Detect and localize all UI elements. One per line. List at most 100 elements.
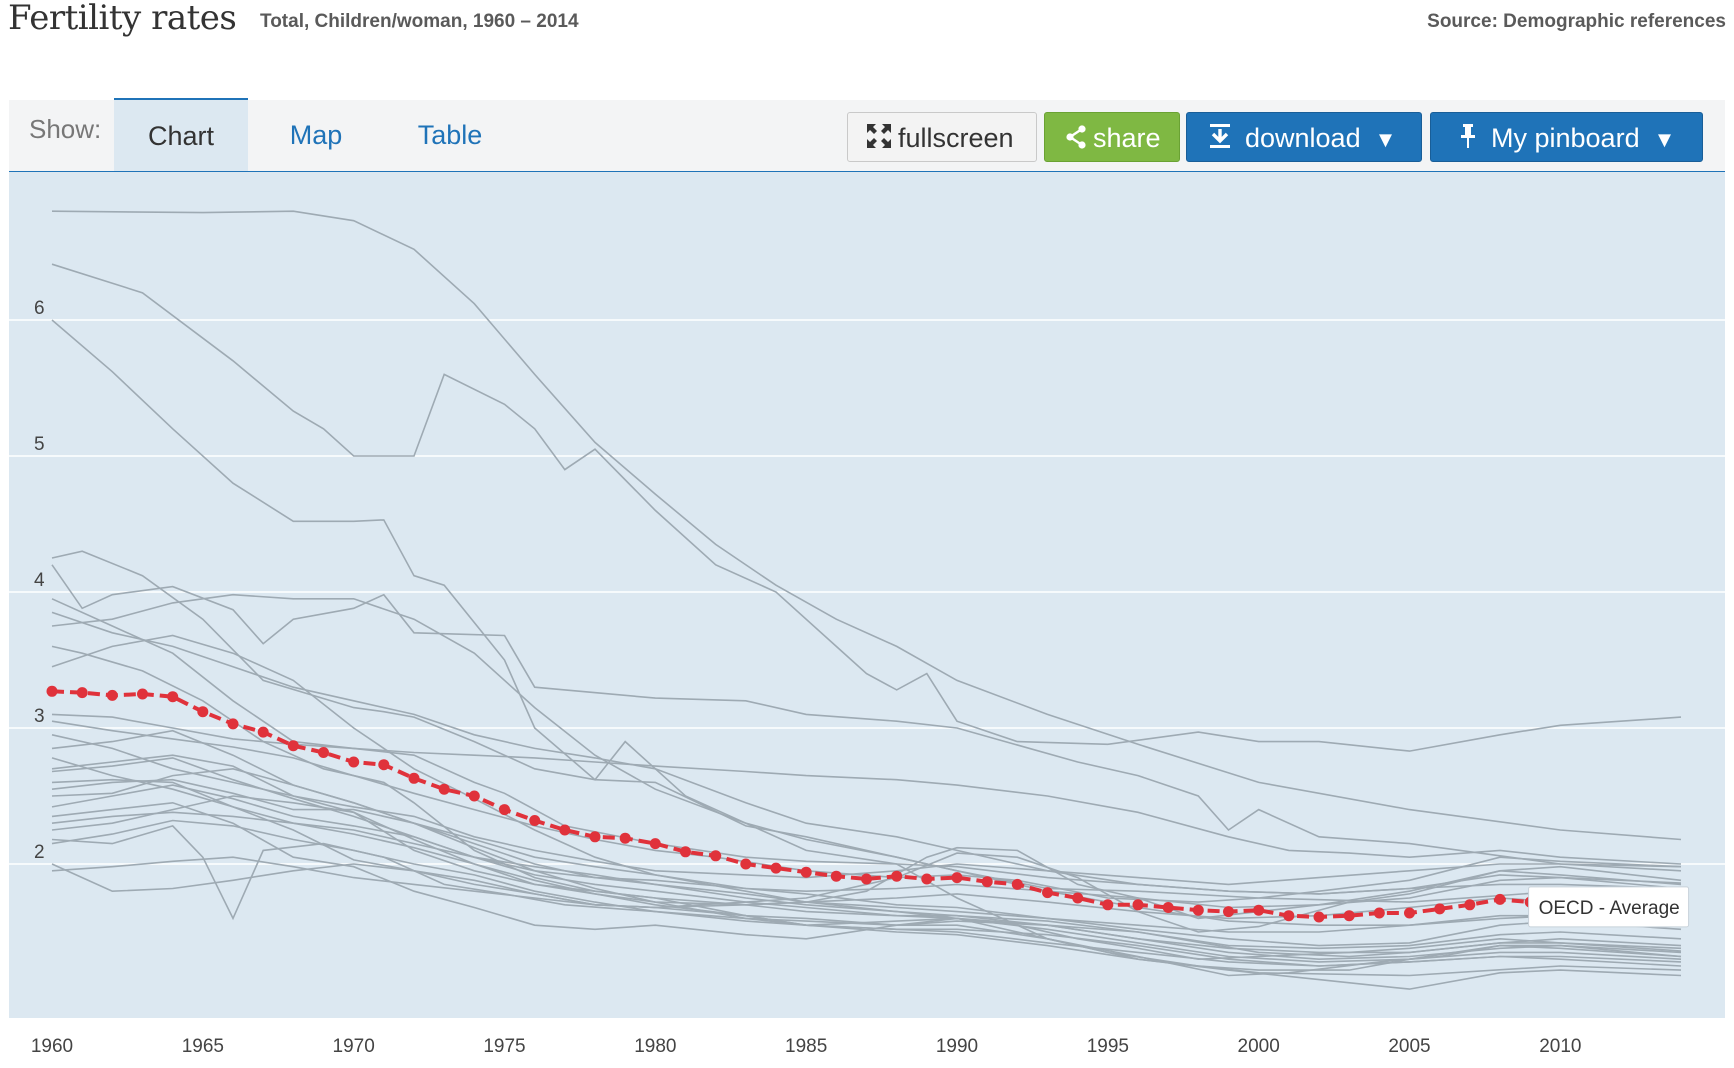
chevron-down-icon: ▼ <box>1374 127 1397 152</box>
x-tick-label: 1980 <box>634 1036 676 1057</box>
pinboard-button[interactable]: My pinboard ▼ <box>1430 112 1703 162</box>
oecd-average-point[interactable] <box>378 759 390 771</box>
country-series-line[interactable] <box>51 564 1682 868</box>
oecd-average-point[interactable] <box>318 747 329 758</box>
oecd-average-point[interactable] <box>529 815 541 826</box>
x-tick-label: 1975 <box>483 1036 525 1057</box>
pinboard-label: My pinboard <box>1491 123 1640 153</box>
expand-icon <box>866 115 892 165</box>
country-series-line[interactable] <box>51 784 1682 909</box>
oecd-average-point[interactable] <box>649 838 661 850</box>
oecd-average-point[interactable] <box>710 850 722 862</box>
oecd-average-point[interactable] <box>1162 902 1174 913</box>
highlight-series-label: OECD - Average <box>1528 886 1690 928</box>
country-series-line[interactable] <box>51 720 1682 903</box>
oecd-average-point[interactable] <box>227 718 239 730</box>
show-label: Show: <box>29 114 102 144</box>
oecd-average-point[interactable] <box>1253 904 1265 916</box>
oecd-average-point[interactable] <box>499 804 510 816</box>
oecd-average-point[interactable] <box>76 687 88 699</box>
oecd-average-point[interactable] <box>951 872 963 884</box>
oecd-average-point[interactable] <box>257 726 269 738</box>
country-series-line[interactable] <box>51 778 1682 954</box>
country-series-line[interactable] <box>51 863 1682 977</box>
fullscreen-label: fullscreen <box>898 123 1014 153</box>
country-series-line[interactable] <box>51 210 1682 841</box>
oecd-average-point[interactable] <box>680 846 691 858</box>
country-series-line[interactable] <box>51 757 1682 963</box>
country-series-line[interactable] <box>51 611 1682 895</box>
download-label: download <box>1245 123 1361 153</box>
oecd-average-point[interactable] <box>438 783 450 795</box>
y-tick-label: 6 <box>34 298 45 319</box>
oecd-average-point[interactable] <box>137 688 148 700</box>
country-series-line[interactable] <box>51 795 1682 950</box>
page-title: Fertility rates <box>8 0 237 38</box>
x-tick-label: 2005 <box>1388 1036 1430 1057</box>
oecd-average-point[interactable] <box>830 870 842 882</box>
x-tick-label: 2000 <box>1238 1036 1280 1057</box>
oecd-average-point[interactable] <box>1072 892 1084 904</box>
oecd-average-point[interactable] <box>1313 911 1325 923</box>
chart-header: Fertility rates Total, Children/woman, 1… <box>8 0 1726 50</box>
source-link[interactable]: Source: Demographic references <box>1427 11 1726 32</box>
oecd-average-point[interactable] <box>348 756 360 768</box>
country-series-line[interactable] <box>51 593 1682 926</box>
oecd-average-point[interactable] <box>559 824 571 836</box>
x-tick-label: 1985 <box>785 1036 827 1057</box>
oecd-average-point[interactable] <box>981 876 993 888</box>
oecd-average-point[interactable] <box>800 866 812 878</box>
tab-table[interactable]: Table <box>417 120 483 150</box>
country-series-line[interactable] <box>51 819 1682 967</box>
oecd-average-point[interactable] <box>861 873 872 885</box>
oecd-average-point[interactable] <box>1464 899 1476 911</box>
country-series-line[interactable] <box>51 754 1682 920</box>
tab-chart[interactable]: Chart <box>114 98 248 171</box>
country-series-line[interactable] <box>51 263 1682 752</box>
country-series-line[interactable] <box>51 713 1682 865</box>
tab-map[interactable]: Map <box>289 120 343 150</box>
y-tick-label: 3 <box>34 706 45 727</box>
oecd-average-point[interactable] <box>1343 910 1355 922</box>
pin-icon <box>1459 115 1477 165</box>
country-series-line[interactable] <box>51 634 1682 961</box>
oecd-average-point[interactable] <box>770 862 782 874</box>
oecd-average-point[interactable] <box>1494 893 1506 905</box>
oecd-average-point[interactable] <box>1373 907 1385 919</box>
oecd-average-point[interactable] <box>1102 899 1114 911</box>
oecd-average-point[interactable] <box>589 831 601 843</box>
country-series-line[interactable] <box>51 734 1682 886</box>
oecd-average-point[interactable] <box>891 870 903 882</box>
oecd-average-point[interactable] <box>1283 910 1295 922</box>
oecd-average-point[interactable] <box>408 772 420 784</box>
oecd-average-point[interactable] <box>1192 904 1204 916</box>
oecd-average-point[interactable] <box>1132 899 1144 911</box>
oecd-average-point[interactable] <box>1011 878 1023 890</box>
oecd-average-point[interactable] <box>468 790 480 802</box>
country-series-line[interactable] <box>51 824 1682 958</box>
oecd-average-point[interactable] <box>921 873 933 885</box>
oecd-average-point[interactable] <box>740 858 752 870</box>
oecd-average-point[interactable] <box>197 706 209 718</box>
oecd-average-point[interactable] <box>1042 887 1053 899</box>
download-button[interactable]: download ▼ <box>1186 112 1422 162</box>
oecd-average-point[interactable] <box>1404 907 1415 919</box>
x-tick-label: 1970 <box>333 1036 375 1057</box>
share-button[interactable]: share <box>1044 112 1180 162</box>
chevron-down-icon: ▼ <box>1653 127 1676 152</box>
oecd-average-point[interactable] <box>106 689 118 701</box>
oecd-average-point[interactable] <box>1434 903 1446 915</box>
fullscreen-button[interactable]: fullscreen <box>847 112 1037 162</box>
x-tick-label: 1960 <box>31 1036 73 1057</box>
oecd-average-point[interactable] <box>1223 906 1234 918</box>
y-tick-label: 4 <box>34 570 45 591</box>
oecd-average-point[interactable] <box>46 685 58 697</box>
country-series-line[interactable] <box>51 767 1682 990</box>
oecd-average-point[interactable] <box>287 740 299 752</box>
oecd-average-point[interactable] <box>619 832 631 844</box>
country-series-line[interactable] <box>51 811 1682 933</box>
share-icon <box>1065 115 1087 165</box>
country-series-line[interactable] <box>51 550 1682 903</box>
oecd-average-point[interactable] <box>167 691 179 703</box>
